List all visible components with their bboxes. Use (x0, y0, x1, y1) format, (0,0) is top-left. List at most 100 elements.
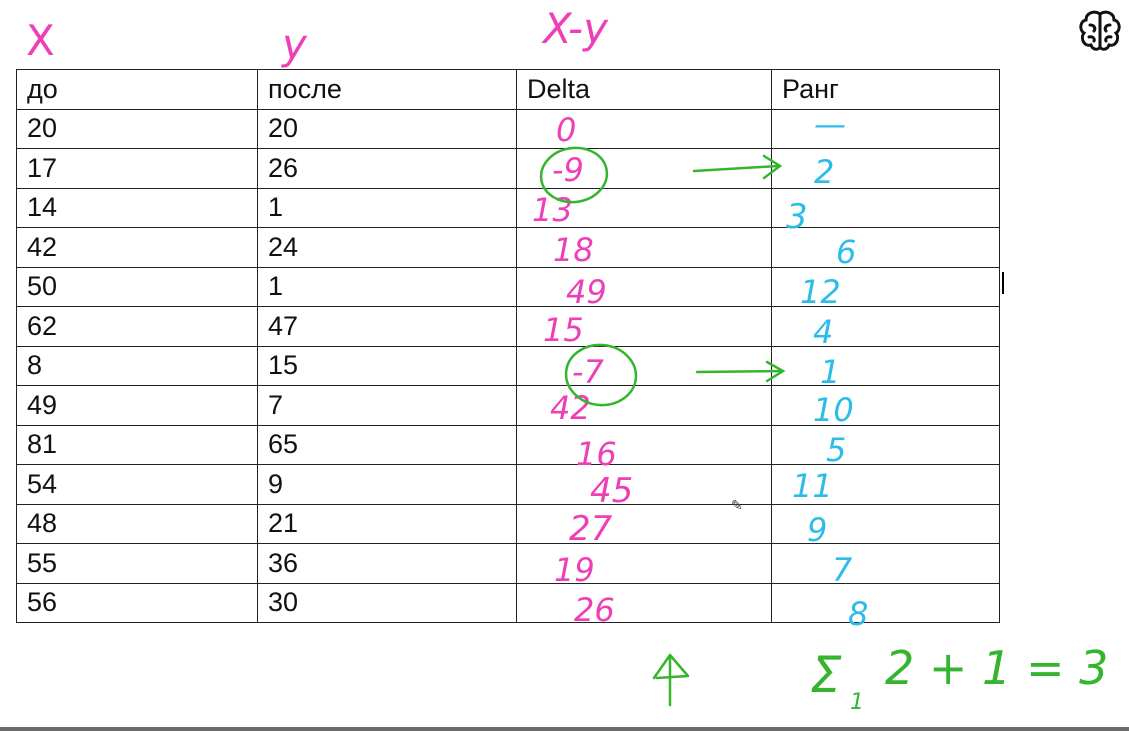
handwritten-rank-3: 6 (836, 233, 857, 271)
table-row: 20 20 (16, 108, 1000, 149)
brain-icon (1077, 8, 1123, 54)
cell-before: 42 (16, 227, 258, 268)
handwritten-rank-7: 10 (813, 391, 854, 429)
table-row: 14 1 (16, 187, 1000, 228)
cell-after: 7 (257, 385, 517, 426)
handwritten-delta-12: 26 (574, 591, 615, 629)
cell-delta (516, 266, 772, 307)
cell-rank (771, 187, 1000, 228)
handwritten-delta-9: 45 (590, 471, 634, 511)
pen-cursor-icon: ✎ (731, 497, 743, 513)
annotation-x: X (26, 16, 55, 65)
cell-after: 47 (257, 306, 517, 347)
formula-sub: 1 (850, 690, 864, 715)
cell-before: 50 (16, 266, 258, 307)
cell-rank (771, 108, 1000, 149)
handwritten-rank-0: — (814, 105, 846, 143)
cell-delta (516, 424, 772, 465)
table-row: 17 26 (16, 148, 1000, 189)
bottom-divider (0, 727, 1129, 731)
handwritten-rank-11: 7 (832, 551, 853, 589)
cell-before: 14 (16, 187, 258, 228)
handwritten-delta-8: 16 (576, 435, 617, 473)
cell-after: 24 (257, 227, 517, 268)
cell-rank (771, 345, 1000, 386)
handwritten-rank-1: 2 (814, 153, 835, 191)
handwritten-rank-10: 9 (807, 511, 828, 549)
cell-rank (771, 424, 1000, 465)
cell-after: 36 (257, 543, 517, 584)
cell-after: 26 (257, 148, 517, 189)
handwritten-delta-11: 19 (554, 551, 595, 589)
handwritten-delta-2: 13 (532, 191, 573, 229)
table-row: 56 30 (16, 582, 1000, 623)
cell-delta (516, 464, 772, 505)
handwritten-delta-5: 15 (543, 311, 584, 349)
table-header-row: до после Delta Ранг (16, 69, 1000, 110)
handwritten-rank-6: 1 (820, 353, 841, 391)
table-row: 49 7 (16, 385, 1000, 426)
table-row: 8 15 (16, 345, 1000, 386)
cell-rank (771, 306, 1000, 347)
handwritten-delta-7: 42 (550, 389, 591, 427)
cell-rank (771, 503, 1000, 544)
up-arrow-icon (652, 653, 690, 707)
handwritten-rank-2: 3 (786, 197, 808, 237)
cell-rank (771, 385, 1000, 426)
cell-delta (516, 503, 772, 544)
handwritten-delta-10: 27 (569, 509, 613, 549)
cell-before: 62 (16, 306, 258, 347)
cell-before: 54 (16, 464, 258, 505)
cell-rank (771, 227, 1000, 268)
table-row: 48 21 (16, 503, 1000, 544)
cell-after: 15 (257, 345, 517, 386)
cell-after: 65 (257, 424, 517, 465)
handwritten-rank-8: 5 (826, 431, 847, 469)
cell-delta (516, 345, 772, 386)
table-row: 62 47 (16, 306, 1000, 347)
handwritten-delta-4: 49 (566, 273, 607, 311)
handwritten-delta-1: -9 (552, 151, 584, 189)
cell-rank (771, 543, 1000, 584)
formula-expression: 2 + 1 = 3 (885, 641, 1109, 695)
cell-rank (771, 266, 1000, 307)
cell-delta (516, 108, 772, 149)
handwritten-delta-3: 18 (553, 231, 594, 269)
handwritten-rank-4: 12 (800, 273, 841, 311)
cell-rank (771, 582, 1000, 623)
header-before: до (16, 69, 258, 110)
cell-delta (516, 227, 772, 268)
header-after: после (257, 69, 517, 110)
cell-before: 49 (16, 385, 258, 426)
cell-before: 56 (16, 582, 258, 623)
handwritten-rank-9: 11 (792, 467, 833, 505)
formula-sigma: Σ (810, 646, 842, 704)
cell-rank (771, 148, 1000, 189)
cell-before: 48 (16, 503, 258, 544)
cell-delta (516, 582, 772, 623)
cell-before: 81 (16, 424, 258, 465)
text-cursor (1002, 272, 1004, 294)
cell-delta (516, 306, 772, 347)
cell-before: 17 (16, 148, 258, 189)
handwritten-rank-12: 8 (848, 595, 869, 633)
table-row: 81 65 (16, 424, 1000, 465)
cell-before: 8 (16, 345, 258, 386)
table-row: 50 1 (16, 266, 1000, 307)
cell-after: 30 (257, 582, 517, 623)
cell-before: 20 (16, 108, 258, 149)
data-table: до после Delta Ранг 20 20 17 26 14 1 42 … (16, 69, 1000, 623)
cell-after: 1 (257, 187, 517, 228)
annotation-x-minus-y: X-y (543, 4, 608, 53)
cell-after: 9 (257, 464, 517, 505)
cell-after: 21 (257, 503, 517, 544)
cell-after: 20 (257, 108, 517, 149)
header-rank: Ранг (771, 69, 1000, 110)
handwritten-delta-0: 0 (556, 111, 577, 149)
handwritten-rank-5: 4 (813, 313, 834, 351)
cell-before: 55 (16, 543, 258, 584)
cell-after: 1 (257, 266, 517, 307)
table-row: 55 36 (16, 543, 1000, 584)
header-delta: Delta (516, 69, 772, 110)
handwritten-delta-6: -7 (572, 353, 604, 391)
